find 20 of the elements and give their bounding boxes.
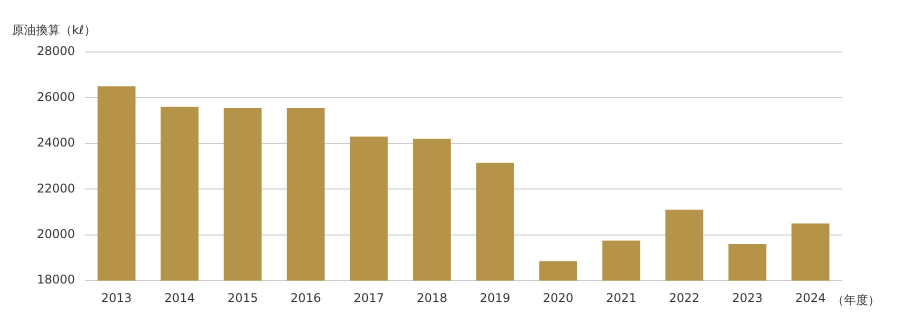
y-tick-label: 22000: [36, 181, 75, 196]
x-tick-label: 2024: [795, 290, 826, 305]
x-axis-title: （年度）: [832, 292, 880, 309]
y-tick-label: 26000: [36, 90, 75, 104]
x-tick-label: 2015: [227, 290, 258, 305]
x-tick-label: 2023: [732, 290, 763, 305]
x-tick-label: 2017: [354, 290, 384, 305]
y-tick-label: 28000: [36, 44, 75, 58]
x-tick-label: 2021: [606, 290, 636, 305]
y-tick-label: 24000: [36, 136, 75, 150]
x-tick-label: 2014: [164, 290, 195, 305]
x-tick-label: 2019: [480, 290, 510, 305]
x-tick-label: 2022: [669, 290, 700, 305]
x-tick-label: 2020: [542, 290, 574, 305]
x-tick-label: 2016: [290, 290, 322, 305]
x-tick-label: 2018: [416, 290, 448, 305]
y-axis-title: 原油換算（kℓ）: [12, 22, 96, 39]
x-tick-label: 2013: [101, 290, 132, 305]
y-tick-label: 18000: [36, 272, 75, 287]
y-tick-label: 20000: [36, 227, 75, 242]
